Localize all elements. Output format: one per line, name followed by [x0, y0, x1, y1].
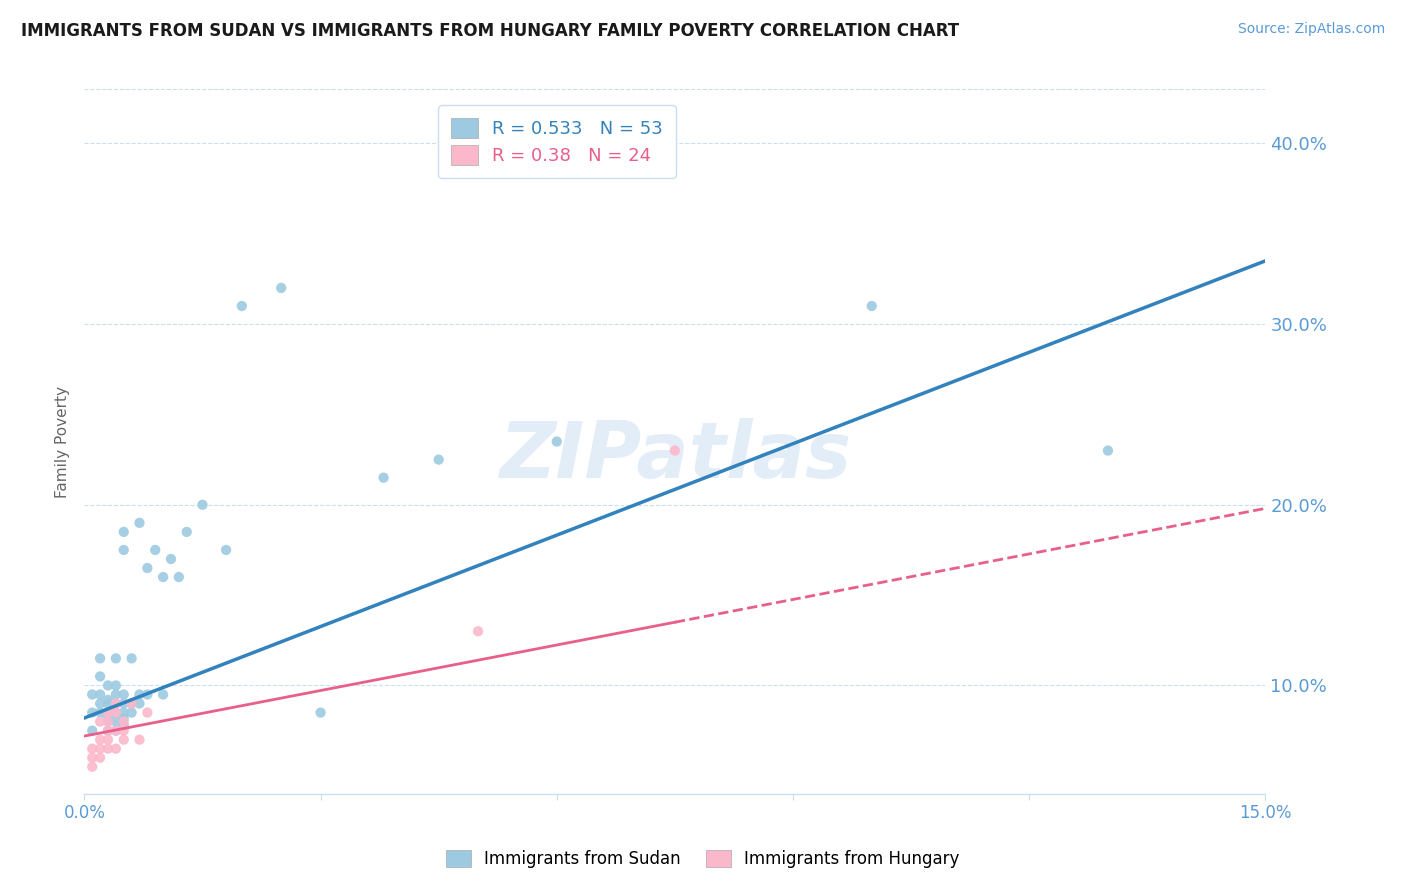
- Point: [121, 697, 143, 711]
- Point: [231, 299, 253, 313]
- Point: [167, 570, 190, 584]
- Point: [82, 741, 104, 756]
- Point: [112, 718, 135, 732]
- Point: [82, 750, 104, 764]
- Point: [270, 281, 292, 295]
- Point: [104, 741, 127, 756]
- Point: [112, 714, 135, 729]
- Point: [136, 561, 159, 575]
- Point: [89, 697, 111, 711]
- Point: [104, 697, 127, 711]
- Point: [112, 543, 135, 558]
- Point: [89, 651, 111, 665]
- Point: [97, 706, 120, 720]
- Point: [104, 714, 127, 729]
- Point: [128, 732, 150, 747]
- Point: [104, 697, 127, 711]
- Point: [89, 669, 111, 683]
- Point: [112, 524, 135, 539]
- Point: [112, 706, 135, 720]
- Point: [191, 498, 214, 512]
- Point: [82, 760, 104, 774]
- Point: [373, 471, 395, 485]
- Point: [427, 452, 450, 467]
- Text: ZIPatlas: ZIPatlas: [499, 417, 851, 493]
- Point: [121, 706, 143, 720]
- Point: [89, 732, 111, 747]
- Point: [97, 723, 120, 738]
- Point: [89, 750, 111, 764]
- Point: [467, 624, 489, 639]
- Point: [97, 714, 120, 729]
- Point: [104, 706, 127, 720]
- Point: [104, 723, 127, 738]
- Point: [82, 688, 104, 702]
- Point: [97, 697, 120, 711]
- Point: [136, 706, 159, 720]
- Point: [112, 732, 135, 747]
- Point: [160, 552, 183, 566]
- Point: [309, 706, 332, 720]
- Point: [112, 697, 135, 711]
- Legend: R = 0.533   N = 53, R = 0.38   N = 24: R = 0.533 N = 53, R = 0.38 N = 24: [439, 105, 675, 178]
- Legend: Immigrants from Sudan, Immigrants from Hungary: Immigrants from Sudan, Immigrants from H…: [440, 843, 966, 875]
- Point: [97, 714, 120, 729]
- Point: [97, 741, 120, 756]
- Point: [97, 723, 120, 738]
- Point: [128, 697, 150, 711]
- Point: [104, 723, 127, 738]
- Point: [89, 688, 111, 702]
- Point: [176, 524, 198, 539]
- Text: Source: ZipAtlas.com: Source: ZipAtlas.com: [1237, 22, 1385, 37]
- Point: [89, 741, 111, 756]
- Point: [112, 711, 135, 725]
- Point: [152, 688, 174, 702]
- Point: [1097, 443, 1119, 458]
- Point: [112, 688, 135, 702]
- Point: [82, 706, 104, 720]
- Point: [121, 651, 143, 665]
- Point: [104, 706, 127, 720]
- Point: [112, 723, 135, 738]
- Point: [143, 543, 166, 558]
- Point: [136, 688, 159, 702]
- Point: [128, 688, 150, 702]
- Point: [128, 516, 150, 530]
- Point: [89, 706, 111, 720]
- Text: IMMIGRANTS FROM SUDAN VS IMMIGRANTS FROM HUNGARY FAMILY POVERTY CORRELATION CHAR: IMMIGRANTS FROM SUDAN VS IMMIGRANTS FROM…: [21, 22, 959, 40]
- Point: [97, 732, 120, 747]
- Point: [104, 688, 127, 702]
- Point: [152, 570, 174, 584]
- Point: [97, 706, 120, 720]
- Point: [97, 678, 120, 692]
- Point: [215, 543, 238, 558]
- Point: [104, 678, 127, 692]
- Point: [121, 697, 143, 711]
- Point: [546, 434, 568, 449]
- Point: [860, 299, 883, 313]
- Point: [97, 711, 120, 725]
- Point: [97, 693, 120, 707]
- Y-axis label: Family Poverty: Family Poverty: [55, 385, 70, 498]
- Point: [104, 651, 127, 665]
- Point: [82, 723, 104, 738]
- Point: [664, 443, 686, 458]
- Point: [89, 714, 111, 729]
